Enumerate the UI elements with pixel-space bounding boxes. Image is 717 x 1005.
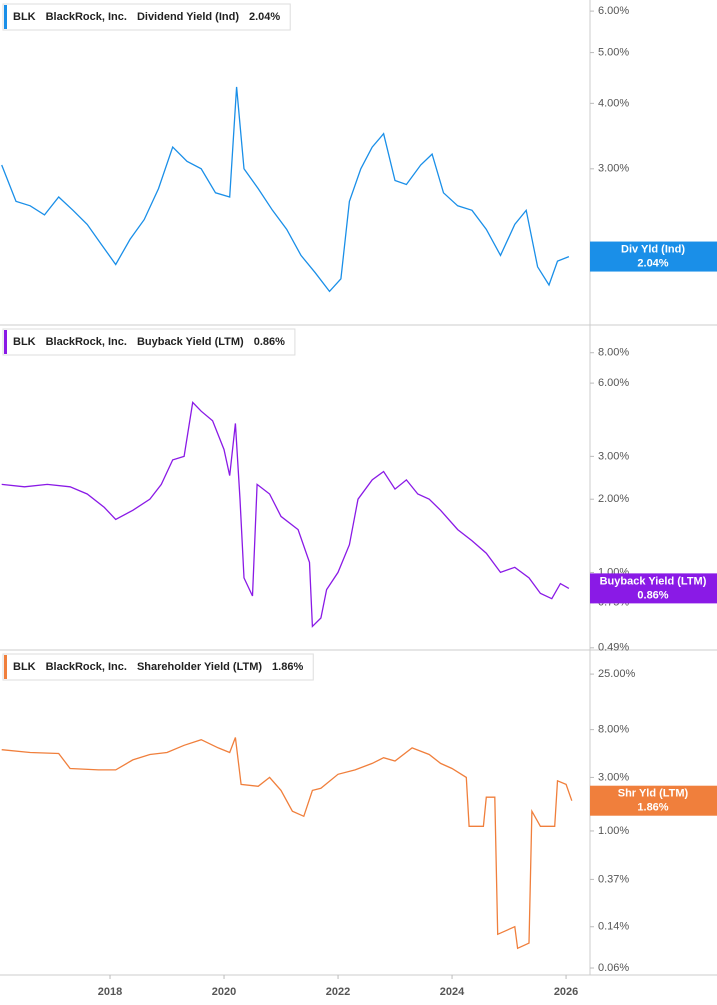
y-tick-label: 3.00%	[598, 163, 629, 175]
y-tick-label: 6.00%	[598, 5, 629, 17]
callout-name: Div Yld (Ind)	[621, 243, 685, 255]
y-tick-label: 0.06%	[598, 962, 629, 974]
legend-value: 1.86%	[272, 661, 303, 673]
x-tick-label: 2022	[326, 986, 350, 998]
y-tick-label: 8.00%	[598, 724, 629, 736]
y-tick-label: 0.14%	[598, 921, 629, 933]
y-tick-label: 1.00%	[598, 825, 629, 837]
callout-name: Shr Yld (LTM)	[618, 788, 689, 800]
value-callout	[590, 785, 717, 816]
legend-swatch	[4, 655, 7, 679]
legend-box	[2, 3, 291, 31]
y-tick-label: 3.00%	[598, 771, 629, 783]
x-tick-label: 2026	[554, 986, 578, 998]
legend-box	[2, 328, 296, 356]
callout-value: 0.86%	[637, 589, 668, 601]
legend-swatch	[4, 330, 7, 354]
legend-title: Shareholder Yield (LTM)	[137, 661, 262, 673]
y-tick-label: 8.00%	[598, 347, 629, 359]
legend-box	[2, 653, 314, 681]
y-tick-label: 6.00%	[598, 377, 629, 389]
legend-ticker: BLK	[13, 336, 36, 348]
legend-title: Dividend Yield (Ind)	[137, 11, 239, 23]
legend-value: 2.04%	[249, 11, 280, 23]
y-tick-label: 3.00%	[598, 450, 629, 462]
callout-value: 1.86%	[637, 802, 668, 814]
legend-company: BlackRock, Inc.	[46, 661, 127, 673]
x-tick-label: 2020	[212, 986, 236, 998]
legend-ticker: BLK	[13, 661, 36, 673]
callout-name: Buyback Yield (LTM)	[600, 575, 707, 587]
y-tick-label: 0.49%	[598, 642, 629, 654]
value-callout	[590, 573, 717, 604]
legend-swatch	[4, 5, 7, 29]
legend-ticker: BLK	[13, 11, 36, 23]
legend-company: BlackRock, Inc.	[46, 336, 127, 348]
y-tick-label: 5.00%	[598, 46, 629, 58]
line-series	[1, 737, 573, 950]
line-series	[1, 86, 570, 293]
legend-value: 0.86%	[254, 336, 285, 348]
legend-company: BlackRock, Inc.	[46, 11, 127, 23]
y-tick-label: 0.37%	[598, 873, 629, 885]
value-callout	[590, 241, 717, 272]
y-tick-label: 25.00%	[598, 668, 636, 680]
legend-title: Buyback Yield (LTM)	[137, 336, 244, 348]
y-tick-label: 2.00%	[598, 493, 629, 505]
callout-value: 2.04%	[637, 257, 668, 269]
y-tick-label: 4.00%	[598, 97, 629, 109]
x-tick-label: 2018	[98, 986, 122, 998]
line-series	[1, 401, 570, 628]
x-tick-label: 2024	[440, 986, 465, 998]
